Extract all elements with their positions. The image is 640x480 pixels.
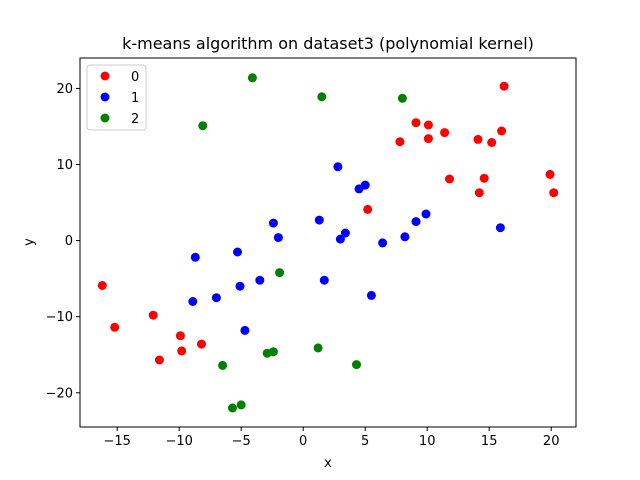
cluster-2-point-10 [228, 403, 237, 413]
cluster-2-point-2 [317, 92, 327, 102]
cluster-0-point-12 [440, 128, 450, 138]
cluster-0-point-1 [110, 322, 120, 332]
cluster-1-point-2 [211, 293, 221, 303]
y-axis-label: y [22, 238, 37, 246]
x-tick-label-3: 0 [299, 434, 307, 449]
cluster-1-point-6 [255, 275, 265, 285]
cluster-0-point-11 [423, 134, 433, 144]
cluster-1-point-5 [240, 325, 250, 335]
cluster-0-point-8 [395, 137, 405, 147]
cluster-1-point-0 [190, 252, 200, 262]
cluster-1-point-8 [273, 233, 283, 243]
cluster-2-point-8 [313, 343, 323, 353]
legend-label-1: 1 [131, 91, 139, 106]
cluster-2-point-7 [268, 347, 278, 357]
cluster-0-point-7 [363, 204, 373, 214]
cluster-1-point-4 [235, 281, 245, 291]
cluster-1-point-9 [314, 215, 324, 225]
y-tick-label-1: −10 [46, 310, 73, 325]
legend: 0 1 2 [86, 64, 147, 131]
x-tick-label-2: −5 [232, 434, 251, 449]
cluster-2-point-5 [218, 360, 228, 370]
plot-points [97, 73, 559, 413]
cluster-2-point-9 [352, 360, 361, 370]
cluster-0-point-6 [197, 339, 206, 349]
cluster-2-point-4 [275, 268, 285, 278]
x-axis-label: x [324, 456, 332, 471]
cluster-0-point-16 [479, 173, 489, 183]
cluster-1-point-10 [319, 275, 329, 285]
cluster-0-point-19 [499, 81, 509, 91]
cluster-0-point-20 [545, 169, 555, 179]
cluster-1-point-11 [333, 162, 343, 172]
cluster-0-point-14 [473, 134, 483, 144]
cluster-0-point-10 [423, 120, 433, 130]
legend-marker-2 [100, 113, 110, 123]
x-tick-label-1: −10 [165, 434, 192, 449]
y-tick-label-0: −20 [46, 386, 73, 401]
cluster-2-point-1 [198, 121, 208, 131]
legend-label-0: 0 [131, 70, 139, 85]
cluster-0-point-9 [411, 118, 421, 128]
chart-title: k-means algorithm on dataset3 (polynomia… [122, 34, 534, 53]
y-tick-label-2: 0 [65, 234, 73, 249]
y-tick-label-3: 10 [56, 158, 73, 173]
x-tick-label-0: −15 [103, 434, 130, 449]
cluster-2-point-3 [397, 93, 407, 103]
cluster-1-point-12 [335, 234, 345, 244]
cluster-1-point-19 [411, 217, 421, 227]
legend-box [86, 64, 147, 131]
cluster-1-point-21 [495, 223, 505, 233]
plot-frame [79, 57, 577, 428]
cluster-1-point-16 [366, 290, 376, 300]
x-tick-label-4: 5 [361, 434, 369, 449]
cluster-1-point-20 [421, 209, 431, 219]
legend-label-2: 2 [131, 112, 139, 127]
cluster-0-point-0 [97, 281, 107, 290]
cluster-0-point-15 [474, 188, 484, 198]
cluster-0-point-18 [497, 126, 507, 136]
cluster-0-point-13 [445, 174, 454, 184]
legend-marker-1 [100, 92, 110, 102]
cluster-0-point-17 [487, 138, 497, 147]
y-tick-label-4: 20 [56, 82, 73, 97]
cluster-0-point-2 [148, 310, 158, 320]
x-axis: −15 −10 −5 0 5 10 15 20 [103, 427, 559, 449]
cluster-1-point-15 [360, 180, 370, 190]
cluster-1-point-18 [400, 232, 410, 242]
x-tick-label-5: 10 [419, 434, 436, 449]
cluster-0-point-4 [175, 331, 185, 341]
cluster-1-point-7 [268, 218, 278, 228]
cluster-2-point-0 [247, 73, 257, 83]
cluster-1-point-3 [233, 247, 242, 257]
y-axis: −20 −10 0 10 20 [46, 82, 80, 401]
cluster-0-point-5 [177, 346, 187, 356]
cluster-1-point-13 [340, 228, 350, 238]
cluster-0-point-21 [549, 188, 559, 198]
x-tick-label-7: 20 [543, 434, 560, 449]
cluster-1-point-17 [378, 238, 388, 248]
cluster-2-point-11 [236, 400, 246, 410]
cluster-0-point-3 [154, 355, 164, 365]
cluster-1-point-1 [188, 297, 198, 306]
x-tick-label-6: 15 [481, 434, 498, 449]
legend-marker-0 [100, 71, 110, 81]
